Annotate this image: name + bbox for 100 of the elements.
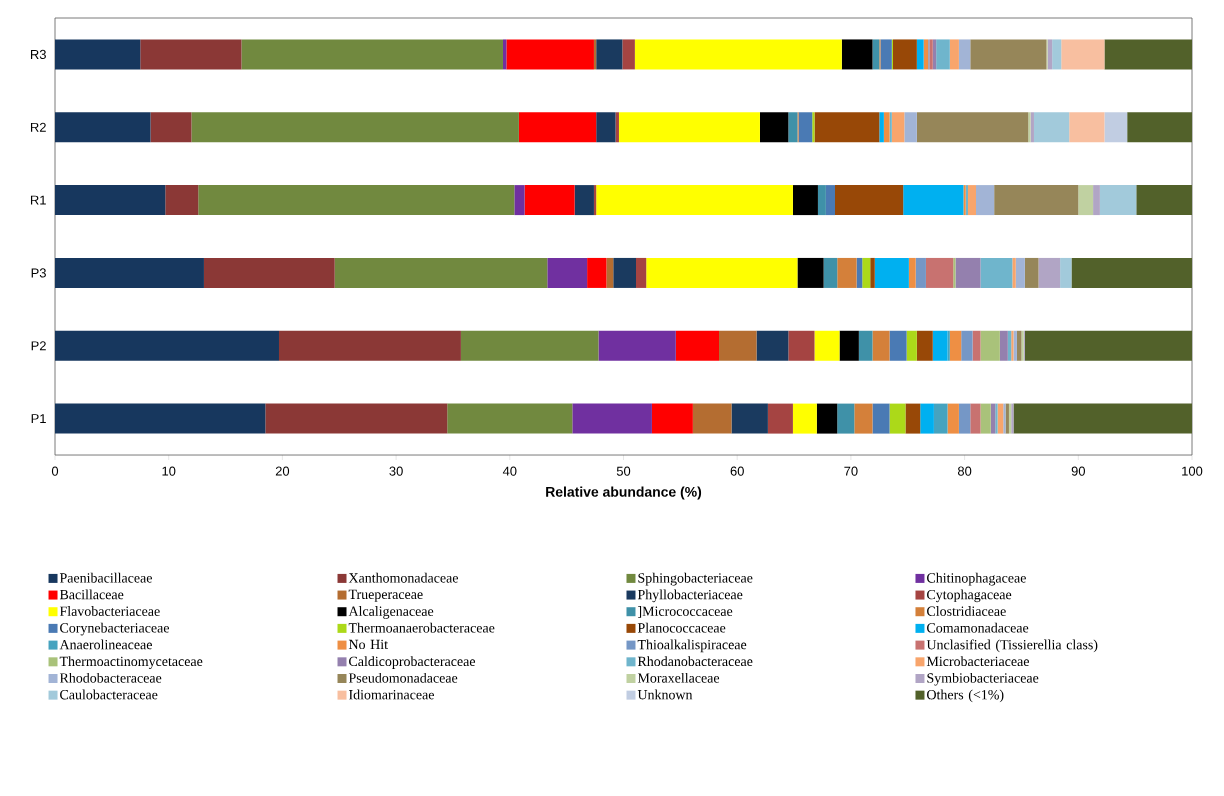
bar [55,330,279,361]
bar [55,257,204,288]
y-tick-label: R2 [30,122,46,132]
legend-label: Thermoactinomycetaceae [59,656,203,669]
bar [798,112,813,143]
legend-label: Bacillaceae [59,589,124,600]
x-tick-label: 40 [502,466,517,476]
bar [55,39,141,70]
bar [823,257,838,288]
bar [1061,39,1105,70]
legend-label: Microbacteriaceae [926,656,1029,667]
x-tick-label: 70 [844,466,858,476]
bar [265,403,448,434]
legend-label: Alcaligenaceae [348,606,434,619]
bar [514,185,525,216]
bar [788,330,815,361]
bar [606,257,614,288]
bar [953,257,956,288]
bar [646,257,798,288]
bar [140,39,242,70]
legend-label: Corynebacteriaceae [60,622,169,636]
bar [994,185,1079,216]
bar [915,257,926,288]
bar [241,39,503,70]
bar [858,330,873,361]
bar [651,403,693,434]
bar [1104,39,1192,70]
legend-label: Phyllobacteriaceae [637,589,743,603]
bar [839,330,859,361]
legend-label: ]Micrococcaceae [637,606,733,618]
legend-label: Pseudomonadaceae [348,672,458,683]
bar [925,257,954,288]
bar [334,257,548,288]
bar [547,257,588,288]
x-tick-label: 20 [275,466,290,476]
legend-label: Moraxellaceae [637,672,720,683]
bar [792,185,818,216]
bar [792,403,817,434]
bar [1052,39,1062,70]
y-tick-label: P2 [31,341,46,351]
legend-label: Cytophagaceae [927,589,1012,603]
x-tick-label: 90 [1071,466,1085,476]
bar [892,39,917,70]
bar [812,112,815,143]
bar [788,112,798,143]
x-tick-label: 10 [162,466,176,476]
legend-label: Planococcaceae [637,622,726,633]
bar [1038,257,1061,288]
legend-label: Others (<1%) [927,689,1004,703]
bar [889,330,907,361]
legend-label: Idiomarinaceae [349,689,434,700]
bar [759,112,789,143]
bar [596,39,623,70]
bar [731,403,768,434]
bar [920,403,934,434]
legend-label: Rhodanobacteraceae [637,656,753,667]
bar [756,330,789,361]
bar [825,185,835,216]
bar [891,112,905,143]
legend-label: Flavobacteriaceae [59,606,160,616]
bar [518,112,597,143]
bar [1033,112,1070,143]
bar [198,185,515,216]
bar [872,403,890,434]
bar [980,330,1000,361]
bar [862,257,871,288]
bar [1078,185,1094,216]
bar [55,185,166,216]
bar [1015,257,1025,288]
bar [837,403,855,434]
bar [837,257,857,288]
bar [1136,185,1192,216]
bar [1099,185,1137,216]
bar [916,39,924,70]
legend-label: Trueperaceae [348,589,423,602]
bar [797,257,824,288]
bar [955,257,981,288]
bar [1024,330,1192,361]
bar [618,112,760,143]
bar [883,112,890,143]
bar [506,39,594,70]
bar [889,403,906,434]
bar [613,257,637,288]
bar [980,403,991,434]
bar [1127,112,1192,143]
bar [596,185,793,216]
bar [905,403,921,434]
bar [872,330,890,361]
bar [524,185,575,216]
bar [870,257,875,288]
bar [816,403,838,434]
bar [596,112,616,143]
bar [879,112,884,143]
bar [958,403,971,434]
legend-label: No Hit [348,639,388,650]
bar [574,185,594,216]
bar [834,185,904,216]
bar [767,403,793,434]
x-tick-label: 60 [730,466,744,476]
bar [972,330,981,361]
